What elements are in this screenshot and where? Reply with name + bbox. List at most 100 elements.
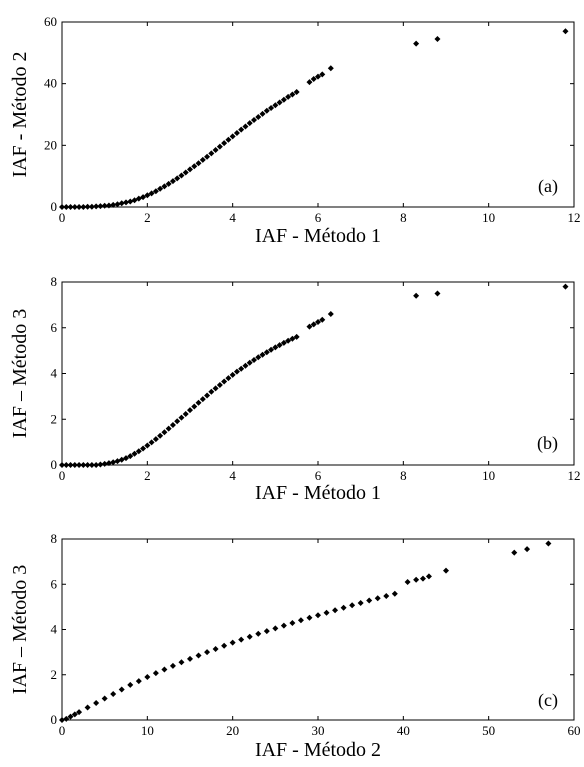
data-point xyxy=(148,190,155,197)
data-point xyxy=(225,375,232,382)
y-tick-label: 0 xyxy=(51,199,58,214)
data-point xyxy=(71,711,78,718)
data-point xyxy=(246,633,253,640)
data-point xyxy=(195,399,202,406)
data-point xyxy=(225,136,232,143)
data-point xyxy=(216,143,223,150)
data-point xyxy=(293,88,300,95)
data-point xyxy=(161,666,168,673)
data-point xyxy=(391,590,398,597)
data-point xyxy=(110,201,117,208)
data-point xyxy=(174,418,181,425)
data-point xyxy=(195,160,202,167)
data-point xyxy=(165,425,172,432)
y-tick-label: 6 xyxy=(51,576,58,591)
data-point xyxy=(268,105,275,112)
y-tick-label: 0 xyxy=(51,457,58,472)
data-point xyxy=(315,612,321,619)
x-tick-label: 12 xyxy=(568,468,581,483)
data-point xyxy=(276,342,283,349)
data-point xyxy=(63,715,70,722)
data-point xyxy=(310,321,317,328)
y-axis-label: IAF – Método 3 xyxy=(9,309,31,438)
data-point xyxy=(212,645,219,652)
data-point xyxy=(221,642,228,649)
data-point xyxy=(315,73,321,80)
x-tick-label: 40 xyxy=(397,723,410,738)
data-point xyxy=(199,156,206,163)
x-tick-label: 12 xyxy=(568,210,581,225)
data-point xyxy=(238,365,245,372)
y-tick-label: 2 xyxy=(51,411,58,426)
y-tick-label: 8 xyxy=(51,531,58,546)
data-point xyxy=(84,462,91,468)
data-point xyxy=(238,126,245,133)
data-point xyxy=(195,652,202,659)
data-point xyxy=(131,450,138,457)
data-point xyxy=(140,445,147,452)
data-point xyxy=(187,655,193,662)
data-point xyxy=(76,462,83,468)
data-point xyxy=(76,709,83,716)
data-point xyxy=(97,461,104,468)
x-tick-label: 4 xyxy=(229,210,236,225)
data-point xyxy=(59,204,65,210)
data-point xyxy=(118,686,125,693)
y-tick-label: 4 xyxy=(51,366,58,381)
data-point xyxy=(259,351,266,358)
data-point xyxy=(144,192,151,199)
data-point xyxy=(84,203,91,210)
data-point xyxy=(233,368,240,375)
data-point xyxy=(306,614,313,621)
x-tick-label: 10 xyxy=(482,468,495,483)
x-tick-label: 8 xyxy=(400,468,407,483)
data-point xyxy=(524,546,531,553)
data-point xyxy=(310,76,317,83)
y-axis-label: IAF – Método 3 xyxy=(9,565,31,694)
data-point xyxy=(161,183,168,190)
data-point xyxy=(280,339,287,346)
data-point xyxy=(285,93,292,100)
data-point xyxy=(178,414,185,421)
data-point xyxy=(263,107,270,114)
data-point xyxy=(221,378,228,385)
data-point xyxy=(101,695,108,702)
data-point xyxy=(413,292,420,299)
data-point xyxy=(84,704,91,711)
data-point xyxy=(88,462,95,468)
data-point xyxy=(105,202,112,209)
x-tick-label: 6 xyxy=(315,468,322,483)
x-tick-label: 10 xyxy=(482,210,495,225)
data-point xyxy=(59,462,65,468)
data-point xyxy=(272,625,279,632)
data-point xyxy=(233,130,240,136)
data-point xyxy=(280,622,287,629)
x-tick-label: 10 xyxy=(141,723,154,738)
data-point xyxy=(123,455,129,462)
data-point xyxy=(165,180,172,187)
data-point xyxy=(148,439,155,446)
panel-label: (c) xyxy=(538,690,558,711)
data-point xyxy=(238,636,245,643)
data-point xyxy=(88,203,95,210)
data-point xyxy=(101,460,108,467)
data-point xyxy=(178,659,185,666)
data-point xyxy=(315,319,321,326)
data-point xyxy=(204,649,211,656)
data-point xyxy=(169,421,176,428)
data-point xyxy=(169,662,176,669)
data-point xyxy=(413,40,420,47)
data-point xyxy=(169,178,176,185)
y-tick-label: 60 xyxy=(44,14,57,29)
data-point xyxy=(289,335,296,342)
data-point xyxy=(272,344,279,351)
panel-3: 0 10 20 30 40 50 60 0 2 4 6 8 IAF - Método 2 IAF – Mé… xyxy=(9,531,581,761)
y-tick-label: 0 xyxy=(51,712,58,727)
data-point xyxy=(545,540,552,547)
data-point xyxy=(76,204,83,210)
data-point xyxy=(157,432,164,439)
data-point xyxy=(93,700,100,707)
plot-frame xyxy=(61,538,575,721)
data-point xyxy=(255,630,262,637)
